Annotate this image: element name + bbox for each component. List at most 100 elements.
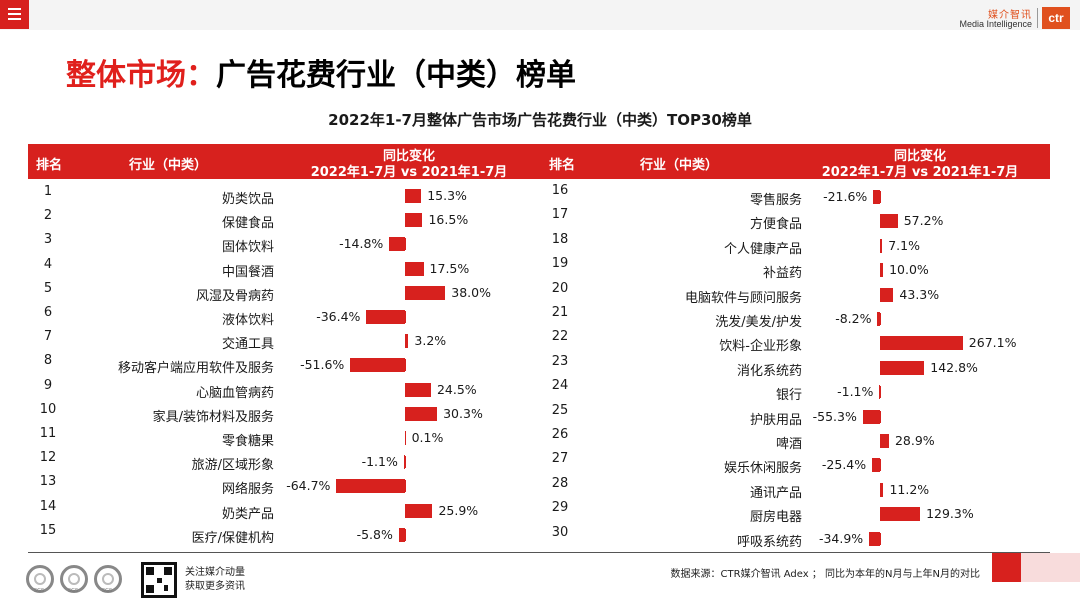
bar-axis <box>404 456 406 469</box>
industry-name: 奶类饮品 <box>221 192 274 207</box>
change-bar <box>405 431 406 445</box>
change-value: -8.2% <box>835 311 872 326</box>
data-source: 数据来源：CTR媒介智讯 Adex ； 同比为本年的N月与上年N月的对比 <box>670 569 980 580</box>
industry-name: 交通工具 <box>221 337 274 353</box>
change-bar <box>405 382 431 397</box>
change-bar <box>405 213 423 228</box>
industry-name: 个人健康产品 <box>723 241 802 257</box>
follow-line-1: 关注媒介动量 <box>185 567 245 578</box>
change-value: 17.5% <box>429 260 470 276</box>
rank-cell: 8 <box>43 353 53 369</box>
logo-en: Media Intelligence <box>959 19 1032 29</box>
industry-header-left: 行业（中类） <box>129 158 208 173</box>
industry-name: 啤酒 <box>775 437 802 452</box>
page-title-main: 广告花费行业（中类）榜单 <box>216 58 576 93</box>
page-title-prefix: 整体市场： <box>66 58 216 93</box>
change-header-right-2: 2022年1-7月 vs 2021年1-7月 <box>821 165 1019 180</box>
industry-name: 心脑血管病药 <box>195 385 274 401</box>
bar-axis <box>879 532 881 545</box>
change-value: -1.1% <box>837 384 874 400</box>
corner-accent-light <box>1021 553 1080 582</box>
change-value: 43.3% <box>899 286 940 302</box>
change-value: 16.5% <box>428 212 469 228</box>
change-value: -36.4% <box>316 309 361 324</box>
rank-cell: 18 <box>551 231 569 247</box>
table-title: 2022年1-7月整体广告市场广告花费行业（中类）TOP30榜单 <box>328 111 752 129</box>
rank-cell: 5 <box>43 280 53 296</box>
bar-axis <box>404 238 406 251</box>
change-bar <box>879 385 880 400</box>
change-bar <box>880 434 889 448</box>
change-value: 24.5% <box>436 381 477 397</box>
change-bar <box>350 358 405 373</box>
change-value: 38.0% <box>451 284 491 300</box>
change-value: 57.2% <box>903 213 944 229</box>
ctr-logo: ctr <box>1042 7 1070 29</box>
industry-name: 医疗/保健机构 <box>191 530 274 546</box>
industry-name: 娱乐休闲服务 <box>723 461 802 477</box>
bar-axis <box>879 459 881 472</box>
rank-cell: 1 <box>43 184 53 199</box>
rank-cell: 17 <box>551 207 569 223</box>
rank-cell: 26 <box>551 427 569 442</box>
menu-icon[interactable] <box>0 0 29 29</box>
rank-cell: 11 <box>39 426 57 441</box>
rank-cell: 16 <box>551 183 569 198</box>
change-value: 267.1% <box>968 335 1017 351</box>
rank-cell: 30 <box>551 524 569 540</box>
rank-cell: 24 <box>551 378 569 394</box>
change-bar <box>405 285 446 300</box>
certification-badge-icon: SGS <box>60 565 88 594</box>
industry-name: 厨房电器 <box>749 510 802 526</box>
rank-cell: 28 <box>551 475 569 491</box>
change-value: -21.6% <box>823 189 868 204</box>
change-bar <box>880 482 884 497</box>
industry-name: 电脑软件与顾问服务 <box>684 290 802 306</box>
change-bar <box>880 238 883 253</box>
change-value: 30.3% <box>443 405 483 421</box>
follow-text: 关注媒介动量 获取更多资讯 <box>185 566 245 594</box>
industry-name: 家具/装饰材料及服务 <box>152 409 274 425</box>
rank-cell: 4 <box>43 256 53 272</box>
change-value: -5.8% <box>356 526 393 542</box>
rank-cell: 15 <box>39 522 57 538</box>
rank-cell: 22 <box>551 329 569 345</box>
change-value: 11.2% <box>889 481 930 497</box>
change-value: 10.0% <box>889 262 929 278</box>
follow-line-2: 获取更多资讯 <box>185 581 245 592</box>
rank-cell: 9 <box>43 377 53 393</box>
rank-cell: 2 <box>43 208 53 224</box>
industry-name: 零食糖果 <box>221 434 274 449</box>
logo-cn: 媒介智讯 <box>988 10 1032 21</box>
change-bar <box>403 455 405 470</box>
rank-cell: 6 <box>43 305 53 320</box>
change-bar <box>880 263 884 278</box>
change-value: 3.2% <box>414 333 447 349</box>
bar-axis <box>879 386 881 399</box>
industry-name: 通讯产品 <box>749 485 802 501</box>
change-bar <box>405 189 422 203</box>
rank-header-left: 排名 <box>35 158 62 173</box>
logo-divider <box>1037 8 1038 28</box>
change-bar <box>873 190 880 204</box>
industry-name: 网络服务 <box>221 482 274 498</box>
change-bar <box>366 310 405 324</box>
rank-cell: 12 <box>39 450 57 466</box>
rank-cell: 21 <box>551 305 569 320</box>
change-value: 15.3% <box>427 188 467 203</box>
qr-code-icon <box>141 562 177 598</box>
corner-accent-block <box>992 553 1021 582</box>
certification-badge-icon: SGS <box>94 565 122 594</box>
change-header-right-1: 同比变化 <box>893 149 946 164</box>
change-bar <box>862 409 880 424</box>
rank-cell: 23 <box>551 353 569 369</box>
change-value: 28.9% <box>894 433 935 448</box>
industry-name: 洗发/美发/护发 <box>715 315 802 330</box>
rank-cell: 19 <box>551 256 569 272</box>
rank-cell: 10 <box>39 401 57 417</box>
change-bar <box>405 334 409 349</box>
industry-name: 移动客户端应用软件及服务 <box>117 361 274 377</box>
footer-divider <box>28 552 1050 553</box>
change-bar <box>405 406 438 421</box>
industry-name: 呼吸系统药 <box>736 534 802 550</box>
